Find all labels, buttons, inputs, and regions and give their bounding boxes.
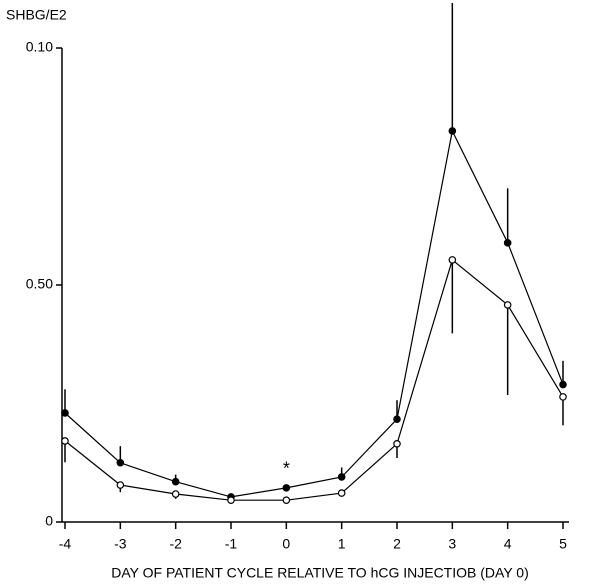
data-point xyxy=(503,301,512,309)
x-tick-label: 1 xyxy=(338,536,346,552)
data-point xyxy=(393,415,401,423)
x-tick-label: 2 xyxy=(393,536,401,552)
data-point xyxy=(61,409,69,417)
x-tick-label: -1 xyxy=(225,536,238,552)
y-tick-label: 0 xyxy=(45,513,53,529)
data-point xyxy=(559,380,567,389)
x-tick-label: 3 xyxy=(448,536,456,552)
x-tick-label: 4 xyxy=(504,536,512,552)
data-point xyxy=(116,458,125,467)
data-point xyxy=(393,439,401,448)
data-point xyxy=(337,473,346,481)
data-point xyxy=(171,490,180,498)
data-point xyxy=(116,481,125,489)
data-point xyxy=(448,127,457,135)
x-tick-label: -3 xyxy=(114,536,127,552)
data-point xyxy=(448,256,457,264)
data-point xyxy=(61,437,69,445)
x-tick-label: -4 xyxy=(59,536,72,552)
y-axis-label: SHBG/E2 xyxy=(6,7,67,23)
y-tick-label: 0.50 xyxy=(26,276,53,292)
data-point xyxy=(282,496,291,504)
y-tick-label: 0.10 xyxy=(26,39,53,55)
series-line xyxy=(64,129,564,498)
x-tick-label: -2 xyxy=(169,536,182,552)
data-point xyxy=(227,496,235,504)
annotation: * xyxy=(283,459,290,479)
data-point xyxy=(171,477,180,486)
data-point xyxy=(282,484,291,492)
x-axis-label: DAY OF PATIENT CYCLE RELATIVE TO hCG INJ… xyxy=(111,565,529,581)
series-line xyxy=(64,258,564,501)
x-tick-label: 5 xyxy=(559,536,567,552)
data-point xyxy=(503,239,512,247)
x-tick-label: 0 xyxy=(282,536,290,552)
data-point xyxy=(559,393,567,401)
data-point xyxy=(337,489,346,497)
